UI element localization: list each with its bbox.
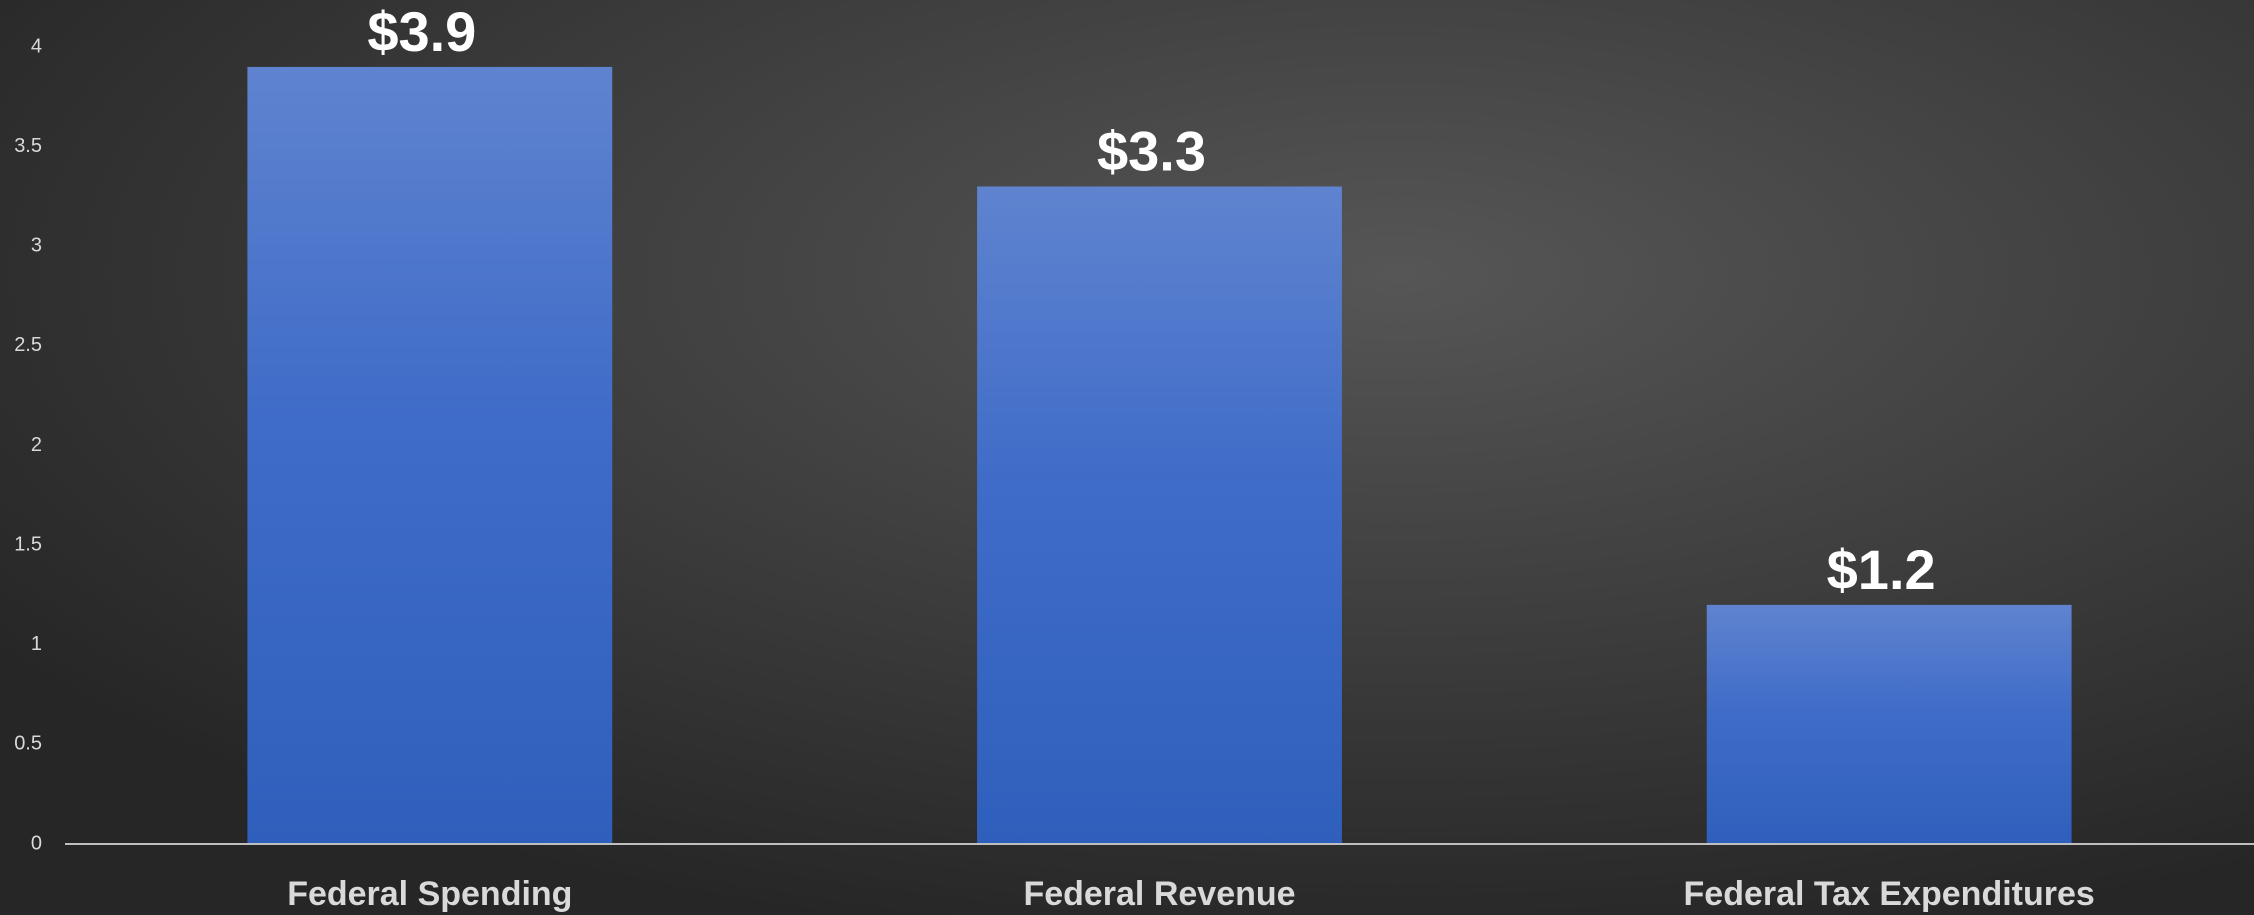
y-tick-label: 1.5 [14,533,42,555]
bar [1706,604,2072,844]
y-tick-label: 0.5 [14,733,42,755]
y-tick-label: 2.5 [14,334,42,356]
value-label: $3.3 [1097,119,1206,182]
x-tick-label: Federal Revenue [1023,875,1295,913]
y-tick-label: 0 [31,832,42,854]
value-label: $1.2 [1827,538,1936,601]
y-tick-label: 3.5 [14,135,42,157]
x-tick-label: Federal Tax Expenditures [1684,875,2095,913]
y-tick-label: 2 [31,434,42,456]
x-tick-label: Federal Spending [287,875,572,913]
bar [977,186,1342,845]
value-label: $3.9 [367,0,476,63]
y-tick-label: 3 [31,235,42,257]
bar [247,66,613,845]
y-tick-label: 4 [31,35,42,57]
y-tick-label: 1 [31,633,42,655]
